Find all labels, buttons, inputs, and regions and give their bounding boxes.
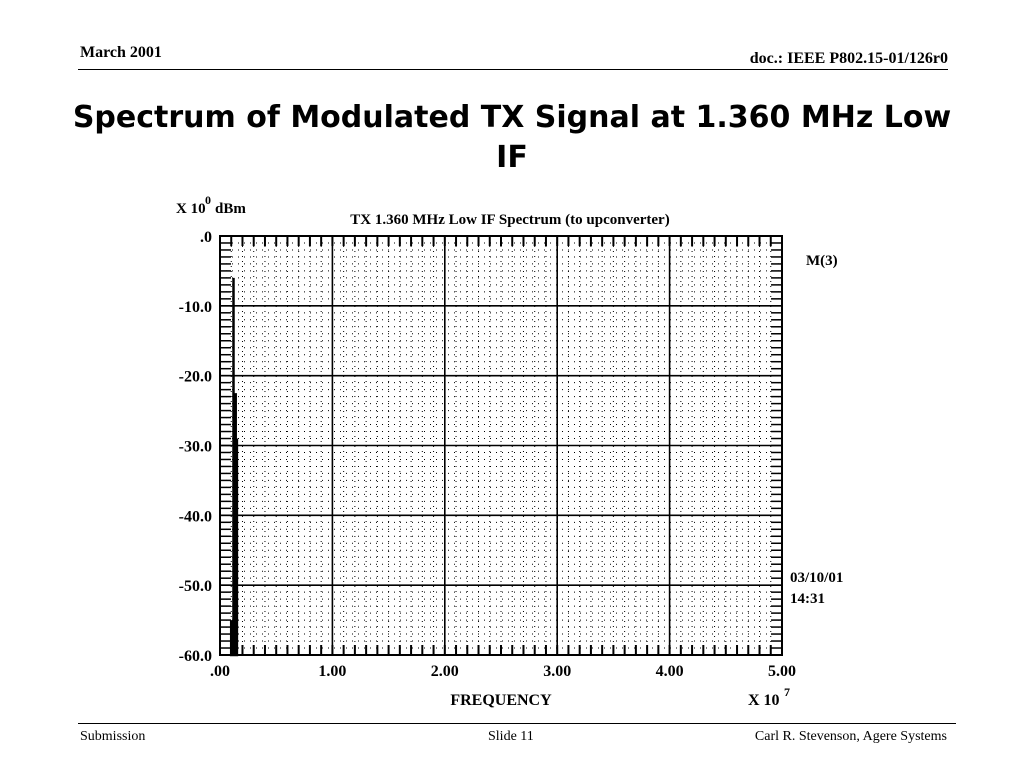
y-axis-unit: dBm [215,201,246,217]
minor-grid [220,236,782,655]
chart-title: TX 1.360 MHz Low IF Spectrum (to upconve… [350,212,669,228]
footer-submission: Submission [80,729,146,744]
y-tick-label: -40.0 [179,508,212,525]
header-divider [78,69,948,70]
x-tick-label: .00 [210,663,230,680]
footer-slide-number: Slide 11 [488,729,534,744]
y-tick-label: .0 [200,229,212,246]
x-tick-label: 4.00 [656,663,684,680]
x-multiplier-exponent: 7 [784,685,790,699]
plot-frame [219,235,783,656]
timestamp-time: 14:31 [790,591,825,607]
y-tick-label: -20.0 [179,369,212,386]
timestamp-date: 03/10/01 [790,570,843,586]
y-axis-ticks [220,242,782,649]
header-doc-id: doc.: IEEE P802.15-01/126r0 [749,50,948,67]
y-tick-label: -30.0 [179,439,212,456]
x-tick-label: 1.00 [318,663,346,680]
major-grid [220,236,782,655]
footer-author: Carl R. Stevenson, Agere Systems [754,729,947,744]
x-tick-label: 2.00 [431,663,459,680]
marker-label: M(3) [806,253,838,269]
y-tick-label: -10.0 [179,299,212,316]
y-tick-label: -50.0 [179,578,212,595]
y-tick-labels: .0 -10.0 -20.0 -30.0 -40.0 -50.0 -60.0 [179,229,212,665]
y-tick-label: -60.0 [179,648,212,665]
x-tick-label: 3.00 [543,663,571,680]
slide-title: Spectrum of Modulated TX Signal at 1.360… [72,100,952,175]
x-multiplier-base: X 10 [748,692,780,709]
x-axis-label: FREQUENCY [450,692,552,709]
x-tick-labels: .00 1.00 2.00 3.00 4.00 5.00 [210,663,796,680]
x-tick-label: 5.00 [768,663,796,680]
header-date: March 2001 [80,44,162,61]
y-multiplier-exponent: 0 [205,193,211,207]
footer-divider [78,723,956,724]
y-multiplier-base: X 10 [176,201,206,217]
